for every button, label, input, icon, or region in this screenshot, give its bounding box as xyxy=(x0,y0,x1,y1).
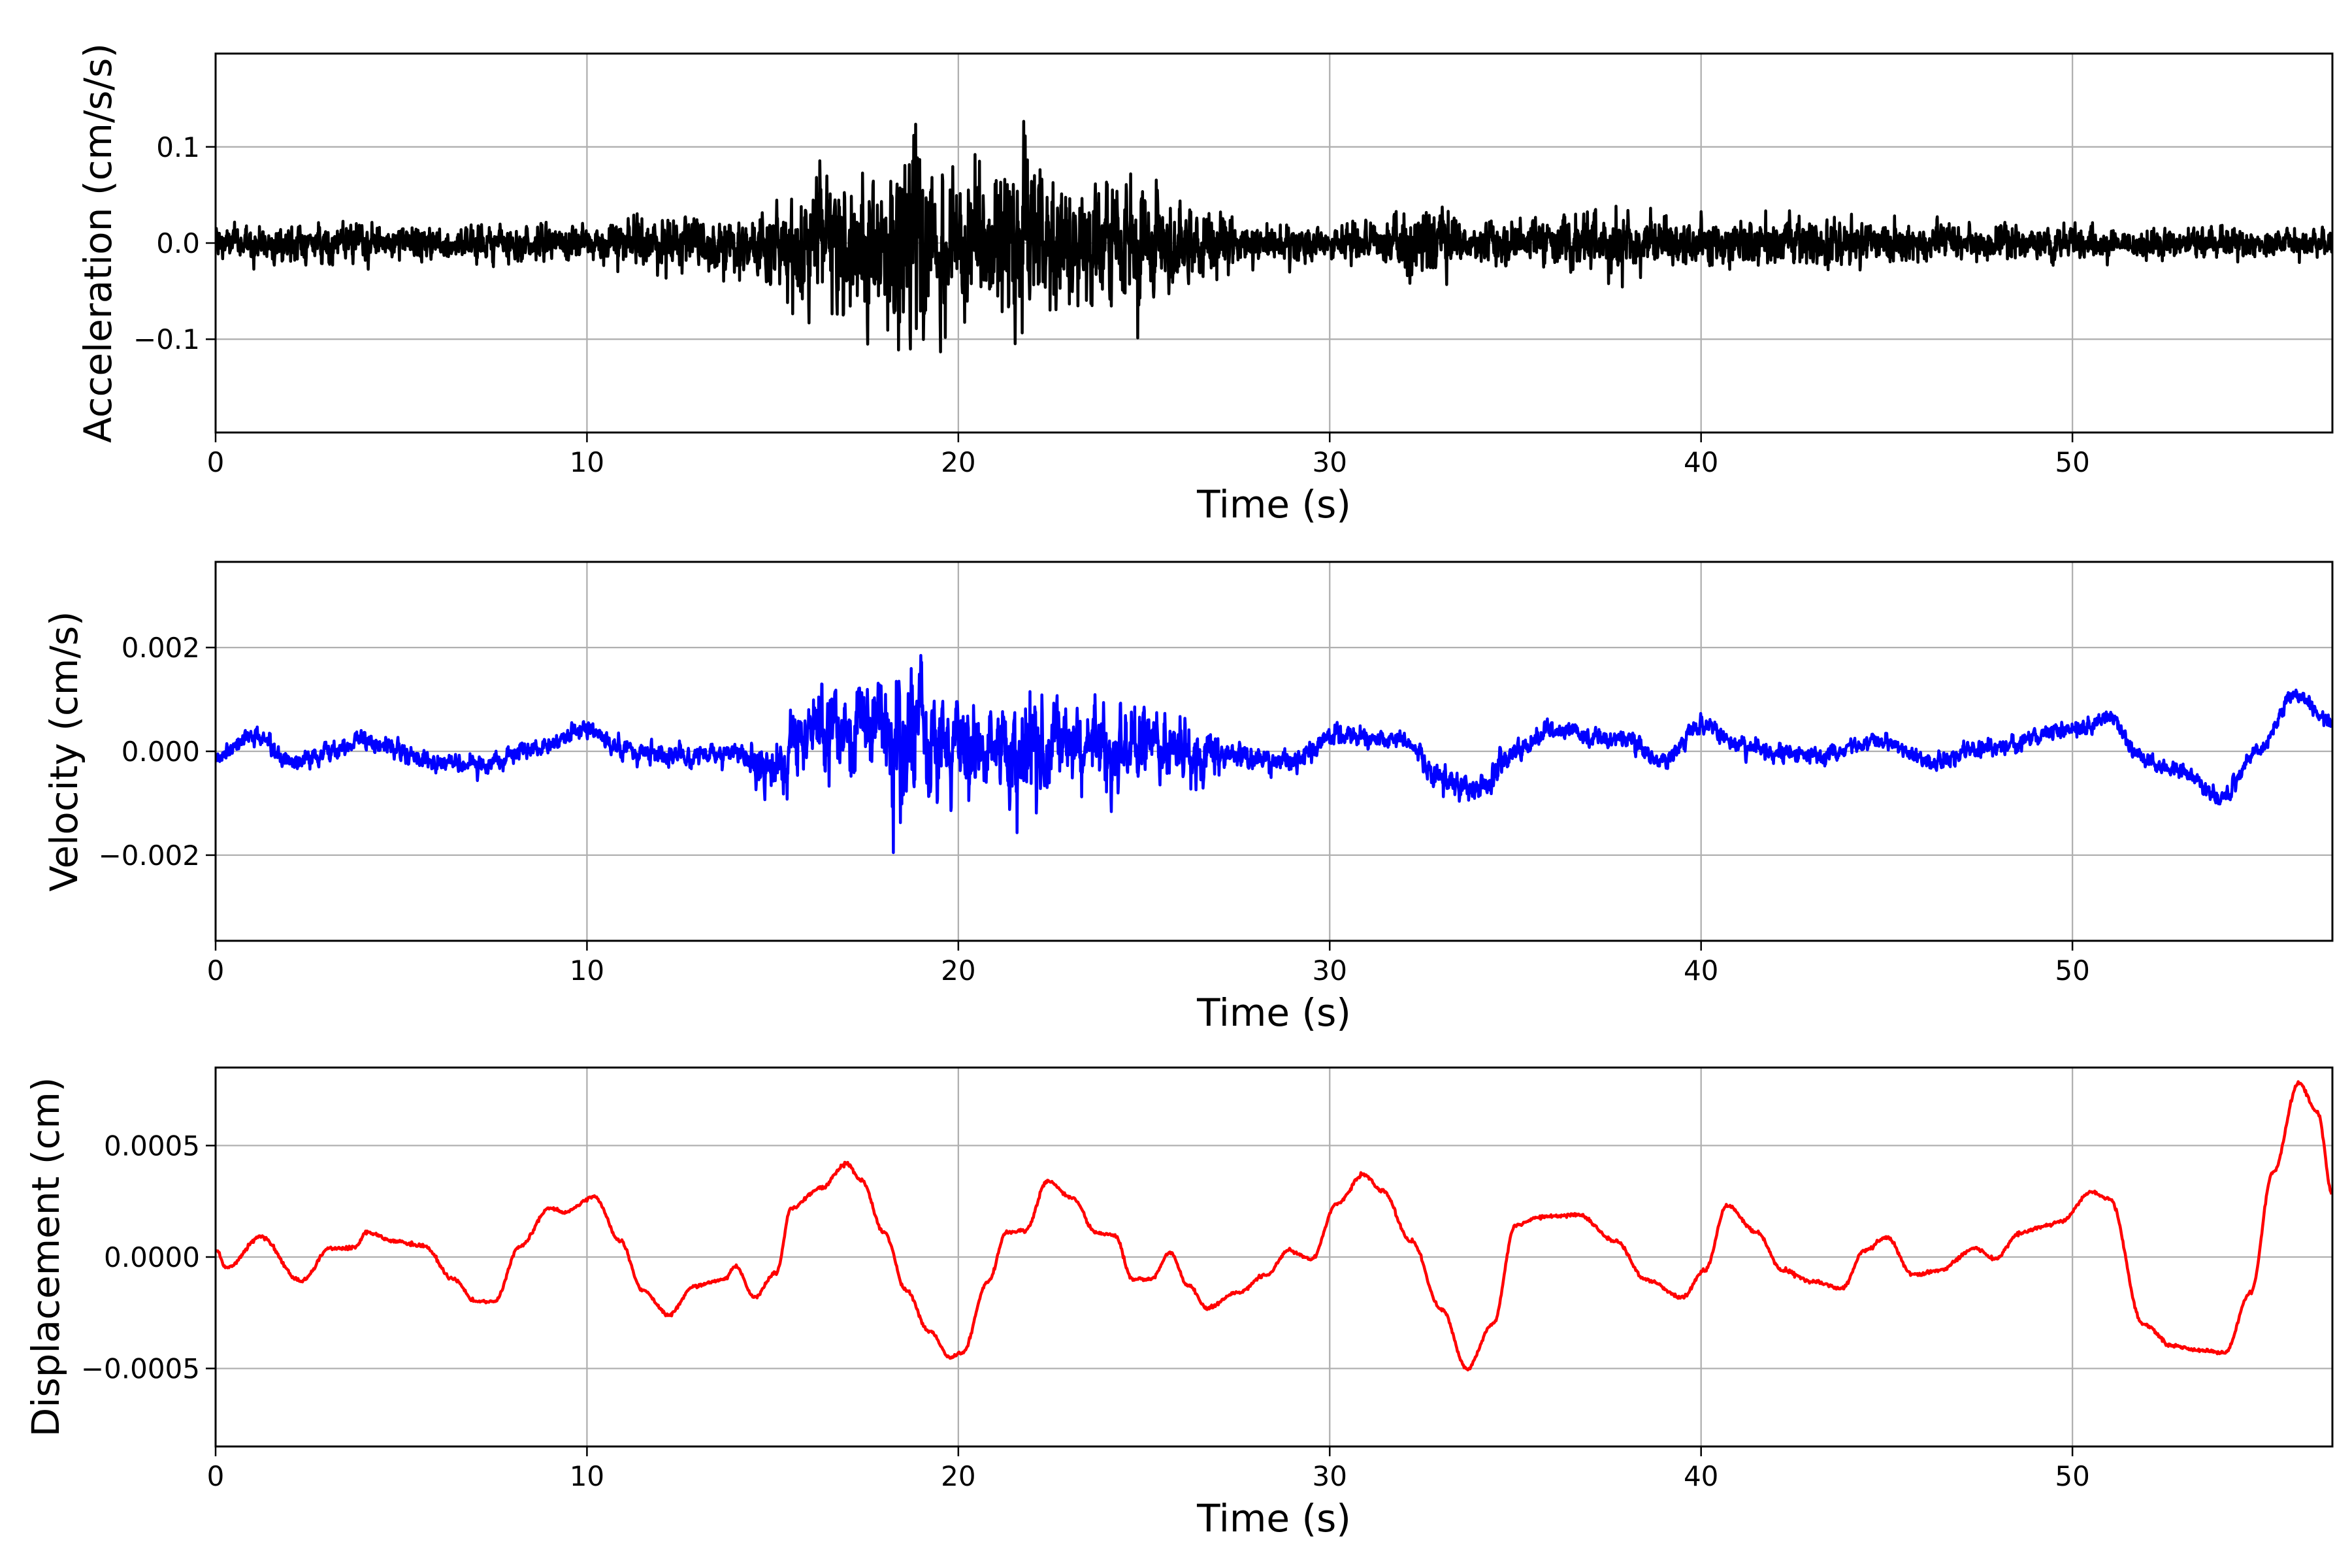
x-axis-label: Time (s) xyxy=(1196,1496,1351,1541)
acceleration-series-line xyxy=(216,120,2332,353)
y-tick-label: 0.0005 xyxy=(104,1130,200,1162)
y-axis-label: Displacement (cm) xyxy=(24,1077,68,1437)
y-axis-label: Velocity (cm/s) xyxy=(42,611,86,891)
x-tick-label: 50 xyxy=(2055,446,2089,478)
x-tick-label: 30 xyxy=(1313,955,1347,987)
x-tick-label: 50 xyxy=(2055,1460,2089,1492)
y-tick-label: −0.1 xyxy=(133,323,200,355)
y-tick-label: 0.0000 xyxy=(104,1241,200,1273)
x-tick-label: 20 xyxy=(941,1460,975,1492)
x-tick-label: 30 xyxy=(1313,446,1347,478)
x-tick-label: 0 xyxy=(207,446,225,478)
x-tick-label: 40 xyxy=(1684,446,1718,478)
x-axis-label: Time (s) xyxy=(1196,990,1351,1035)
y-tick-label: 0.002 xyxy=(122,632,200,664)
velocity-panel: 0 10 20 30 40 50 0.002 0.000 −0.002 Time (s) Veloc… xyxy=(42,561,2334,1035)
x-tick-label: 0 xyxy=(207,955,225,987)
velocity-series-line xyxy=(216,653,2332,855)
x-axis-label: Time (s) xyxy=(1196,482,1351,527)
x-tick-label: 40 xyxy=(1684,955,1718,987)
x-tick-label: 20 xyxy=(941,955,975,987)
x-tick-label: 30 xyxy=(1313,1460,1347,1492)
y-tick-label: 0.000 xyxy=(122,736,200,768)
acceleration-panel: 0 10 20 30 40 50 0.1 0.0 −0.1 Time (s) Acceleratio… xyxy=(76,43,2334,527)
y-tick-label: 0.1 xyxy=(156,131,200,163)
y-tick-label: −0.0005 xyxy=(81,1353,200,1385)
x-tick-label: 20 xyxy=(941,446,975,478)
displacement-series-line xyxy=(216,1080,2332,1372)
y-axis-label: Acceleration (cm/s/s) xyxy=(76,43,120,443)
x-tick-label: 10 xyxy=(570,1460,604,1492)
x-tick-label: 0 xyxy=(207,1460,225,1492)
x-tick-label: 50 xyxy=(2055,955,2089,987)
x-tick-label: 10 xyxy=(570,446,604,478)
x-tick-label: 40 xyxy=(1684,1460,1718,1492)
y-tick-label: −0.002 xyxy=(99,840,200,872)
displacement-panel: 0 10 20 30 40 50 0.0005 0.0000 −0.0005 Time (s) Di… xyxy=(24,1066,2334,1541)
y-tick-label: 0.0 xyxy=(156,227,200,259)
x-tick-label: 10 xyxy=(570,955,604,987)
